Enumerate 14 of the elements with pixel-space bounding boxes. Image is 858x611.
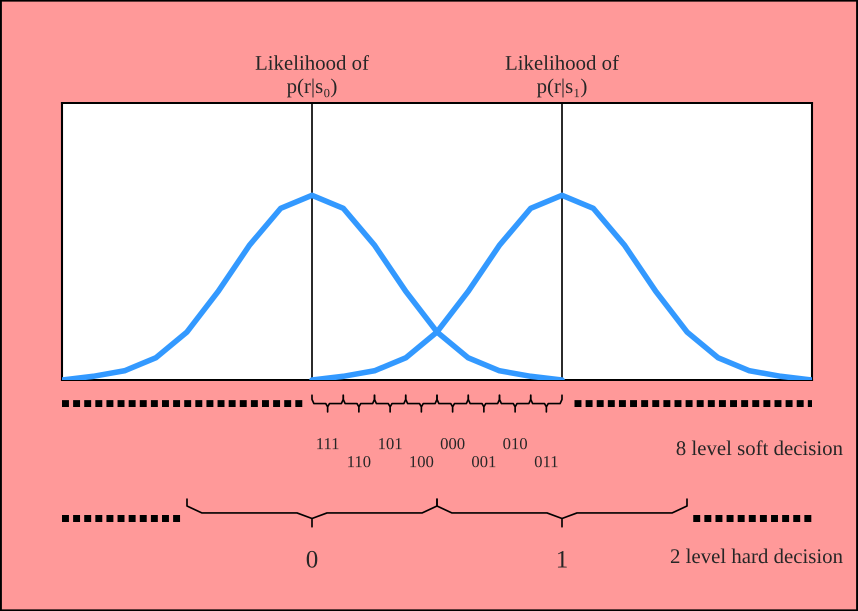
text: 0 — [306, 550, 318, 568]
text: 011 — [534, 456, 558, 468]
text: 110 — [348, 456, 370, 468]
text: 8 level soft decision — [676, 440, 843, 456]
text: 100 — [410, 456, 434, 468]
text: 001 — [472, 456, 496, 468]
text: 111 — [317, 438, 338, 450]
text: 1 — [558, 550, 567, 568]
text: Likelihood of p(r|s₀) — [256, 55, 369, 98]
text: 000 — [440, 438, 464, 450]
text: 010 — [503, 438, 527, 450]
text: 2 level hard decision — [670, 548, 843, 564]
text: 101 — [379, 438, 402, 450]
text: Likelihood of p(r|s₁) — [506, 55, 619, 98]
